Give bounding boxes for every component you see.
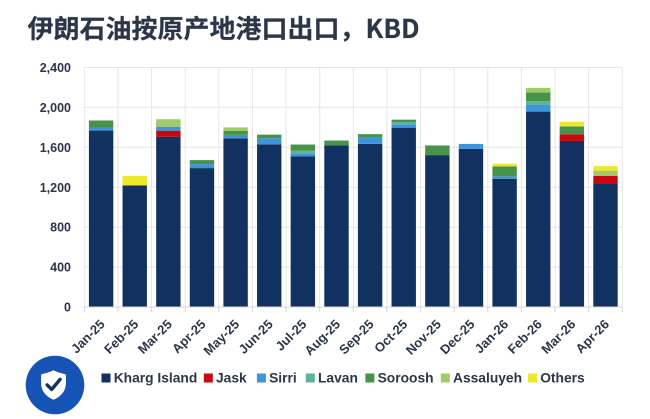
- svg-text:2,000: 2,000: [40, 101, 71, 115]
- svg-text:Others: Others: [540, 371, 585, 386]
- svg-text:Kharg Island: Kharg Island: [114, 371, 198, 386]
- svg-text:800: 800: [50, 221, 71, 235]
- svg-text:Lavan: Lavan: [318, 371, 358, 386]
- svg-text:Sirri: Sirri: [269, 371, 297, 386]
- svg-text:Soroosh: Soroosh: [378, 371, 434, 386]
- svg-text:1,200: 1,200: [40, 181, 71, 195]
- svg-text:Assaluyeh: Assaluyeh: [453, 371, 522, 386]
- svg-text:Jask: Jask: [216, 371, 247, 386]
- svg-text:400: 400: [50, 261, 71, 275]
- svg-text:0: 0: [64, 301, 71, 315]
- svg-text:1,600: 1,600: [40, 141, 71, 155]
- svg-text:2,400: 2,400: [40, 61, 71, 75]
